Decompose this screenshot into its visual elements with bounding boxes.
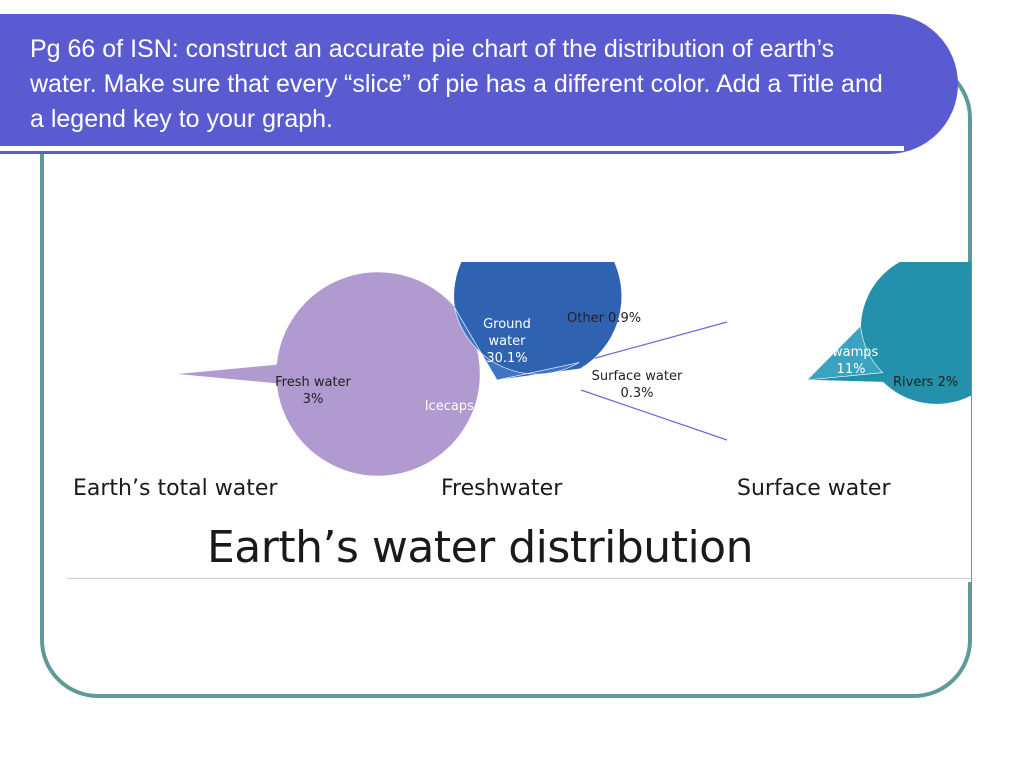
header-underline — [0, 146, 904, 151]
data-label-salt-water: Salt water (oceans) 97% — [134, 399, 201, 448]
pie-slice-freshwater-icecaps-and-glaciers — [453, 262, 623, 381]
pie-slice-surface-water-swamps — [806, 325, 884, 381]
connector-line-2b — [580, 389, 728, 441]
water-distribution-figure: Salt water (oceans) 97% Fresh water 3% Ground… — [67, 262, 971, 582]
data-label-icecaps: Icecaps and glaciers 68.7% — [425, 399, 558, 431]
pie-charts-canvas: Salt water (oceans) 97% Fresh water 3% Ground… — [134, 262, 971, 477]
data-label-other: Other 0.9% — [567, 311, 641, 326]
pie-title-freshwater: Freshwater — [441, 476, 563, 501]
pie-slice-freshwater-ground-water — [454, 307, 580, 381]
data-label-rivers: Rivers 2% — [893, 375, 958, 390]
pie-slice-earth-s-total-water-salt-water-oceans — [174, 271, 481, 477]
data-label-fresh-water: Fresh water 3% — [275, 375, 351, 407]
connector-line-2a — [580, 321, 728, 363]
instruction-text: Pg 66 of ISN: construct an accurate pie … — [30, 35, 883, 133]
data-label-surface-water: Surface water 0.3% — [592, 369, 683, 401]
data-label-lakes: Lakes 87% — [776, 403, 846, 418]
figure-title: Earth’s water distribution — [207, 522, 753, 573]
pie-title-surface: Surface water — [737, 476, 891, 501]
data-label-swamps: Swamps 11% — [824, 345, 879, 377]
header-banner: Pg 66 of ISN: construct an accurate pie … — [0, 14, 958, 154]
pie-title-total: Earth’s total water — [73, 476, 278, 501]
figure-bottom-rule — [67, 578, 971, 579]
data-label-ground-water: Ground water 30.1% — [483, 317, 531, 366]
